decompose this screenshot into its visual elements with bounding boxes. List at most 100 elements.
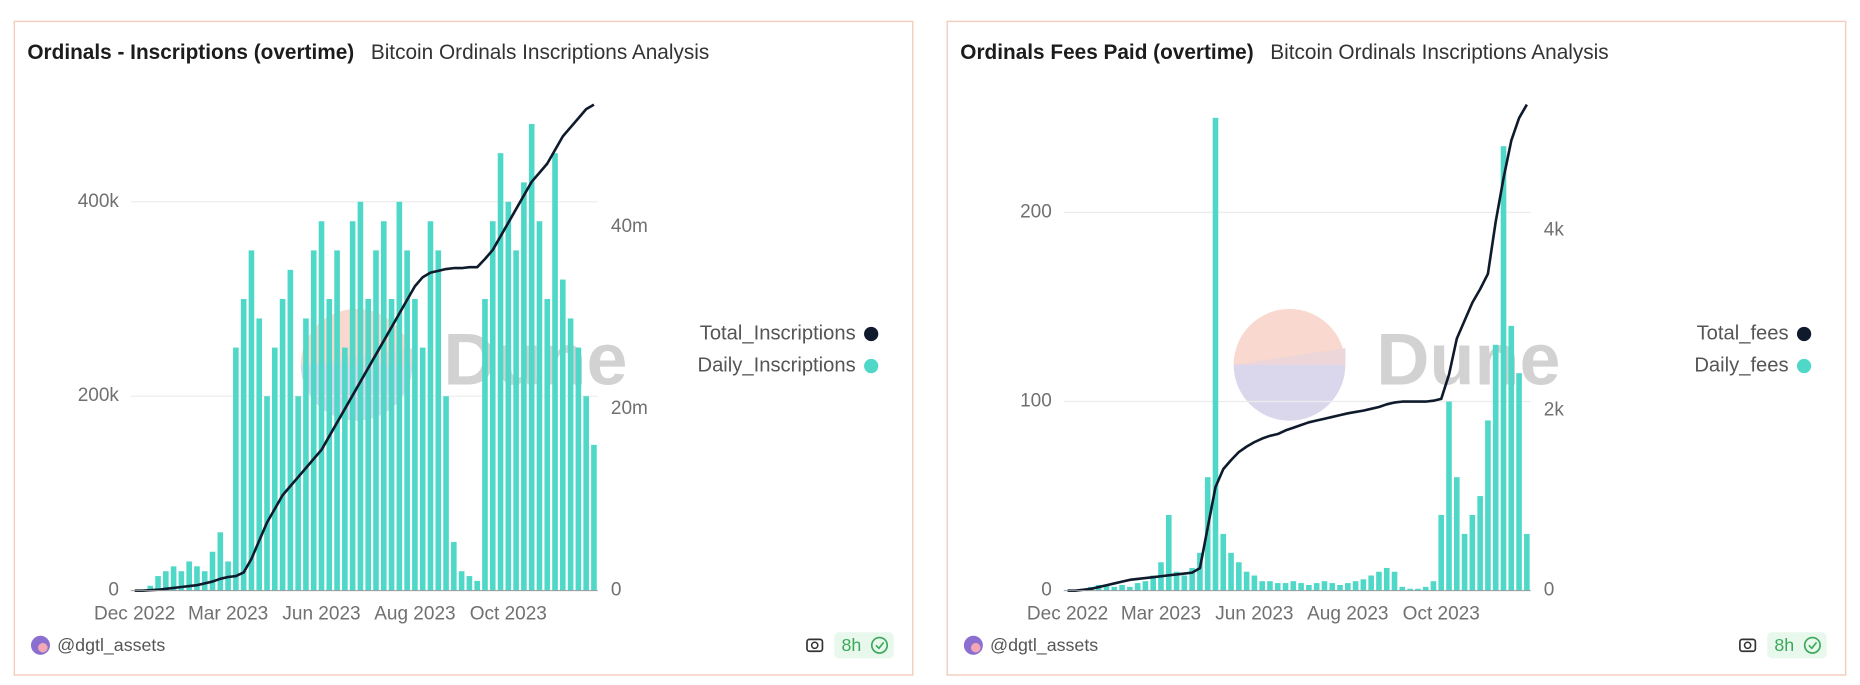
bar	[1298, 583, 1304, 591]
x-tick-label: Dec 2022	[1027, 603, 1108, 624]
bar	[497, 153, 504, 591]
x-tick-label: Jun 2023	[1215, 603, 1293, 624]
bar	[521, 182, 527, 591]
bar	[201, 571, 208, 591]
bar	[256, 318, 263, 591]
camera-icon	[810, 641, 819, 650]
bar	[489, 221, 496, 591]
bar	[575, 347, 582, 591]
bar	[1306, 584, 1312, 591]
bar	[1438, 514, 1445, 591]
bar	[435, 250, 442, 591]
bar	[412, 299, 418, 591]
bar	[326, 299, 333, 591]
bar	[147, 585, 154, 591]
y-tick-label: 200k	[78, 385, 120, 406]
watermark: Dune	[443, 317, 627, 400]
bar	[349, 221, 356, 591]
bar	[458, 571, 465, 591]
bar	[1251, 575, 1258, 591]
bar	[567, 318, 574, 591]
bar	[163, 571, 169, 591]
camera-icon	[1743, 641, 1752, 650]
bar	[1321, 581, 1328, 591]
legend-label: Daily_Inscriptions	[698, 354, 856, 376]
bar	[404, 250, 410, 591]
bar	[1259, 581, 1265, 591]
x-tick-label: Oct 2023	[1403, 603, 1480, 624]
y-tick-label: 200	[1020, 201, 1052, 222]
bar	[287, 269, 294, 591]
bar	[1500, 146, 1507, 591]
bar	[1345, 583, 1351, 591]
bar	[1524, 533, 1530, 591]
bar	[1127, 586, 1133, 591]
y-tick-label: 100	[1020, 391, 1052, 412]
bar	[303, 318, 309, 591]
y2-tick-label: 20m	[611, 398, 648, 419]
bar	[1313, 583, 1320, 591]
bar	[1516, 373, 1522, 591]
bar	[419, 347, 426, 591]
bar	[451, 542, 457, 591]
bar	[178, 571, 185, 591]
y2-tick-label: 2k	[1544, 400, 1565, 421]
x-tick-label: Jun 2023	[282, 603, 360, 624]
x-tick-label: Dec 2022	[94, 603, 175, 624]
bar	[482, 299, 488, 591]
refresh-check	[870, 636, 889, 654]
bar	[1165, 514, 1172, 591]
bar	[1415, 588, 1421, 591]
bar	[1220, 533, 1227, 591]
bar	[1352, 581, 1359, 591]
bar	[1360, 579, 1367, 591]
bar	[552, 153, 558, 591]
bar	[1282, 583, 1289, 591]
bar	[1236, 562, 1242, 591]
bar	[1243, 571, 1250, 591]
watermark: Dune	[1376, 317, 1560, 400]
bar	[1274, 583, 1281, 591]
bar	[170, 566, 177, 591]
bar	[1142, 581, 1149, 591]
bar	[240, 299, 247, 591]
bar	[1508, 325, 1515, 591]
x-tick-label: Mar 2023	[188, 603, 268, 624]
bar	[217, 532, 224, 591]
bar	[544, 299, 551, 591]
bar	[528, 124, 535, 591]
y-tick-label: 400k	[78, 191, 120, 212]
card	[946, 20, 1847, 676]
chart-title: Ordinals Fees Paid (overtime)	[960, 41, 1253, 64]
y2-tick-label: 0	[611, 580, 622, 601]
bar	[233, 347, 239, 591]
bar	[155, 576, 161, 591]
watermark-logo	[1233, 308, 1346, 365]
refresh-check	[875, 641, 885, 650]
bar	[380, 221, 387, 591]
bar	[1485, 420, 1491, 591]
bar	[1430, 581, 1437, 591]
line	[134, 103, 595, 592]
avatar	[971, 642, 981, 653]
bar	[1446, 401, 1452, 591]
chart-subtitle: Bitcoin Ordinals Inscriptions Analysis	[1270, 41, 1608, 64]
bar	[560, 279, 566, 591]
bar	[1181, 575, 1188, 591]
bar	[1422, 586, 1429, 591]
legend-swatch	[864, 326, 879, 342]
bar	[1477, 496, 1483, 591]
legend-swatch	[1796, 358, 1812, 374]
avatar	[38, 642, 48, 653]
bar	[1189, 567, 1195, 591]
card	[13, 20, 914, 676]
bar	[1376, 571, 1382, 591]
legend-swatch	[864, 358, 879, 374]
bar	[357, 201, 364, 591]
bar	[1119, 584, 1125, 591]
bar	[1399, 586, 1406, 591]
bar	[1197, 552, 1203, 591]
legend-label: Total_Inscriptions	[700, 322, 856, 344]
bar	[1329, 583, 1336, 591]
